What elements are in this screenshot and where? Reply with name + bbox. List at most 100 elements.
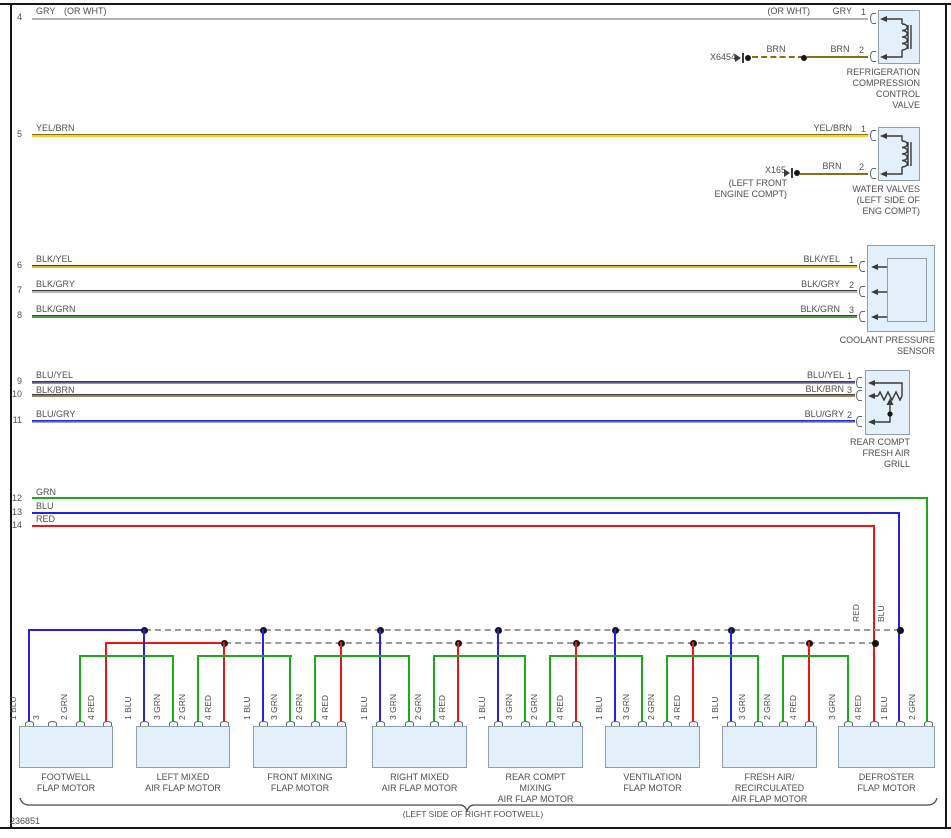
motor-box-ventilation [605,726,700,768]
motor-box-front-mixing [253,726,347,768]
component-label: ENG COMPT) [862,206,921,216]
circuit-number: 10 [11,389,22,399]
pin-connector-arc [546,721,555,726]
wire-color-label: BLK/YEL [803,254,840,264]
wire-brn [807,56,868,58]
pin-label: 1 BLU [242,696,252,720]
motor-label: RIGHT MIXED [390,772,449,782]
pin-label: 3 [31,715,41,720]
wire-blu-yel [32,381,855,384]
pin-label: 1 BLU [8,696,18,720]
bus-label-blu: BLU [876,605,886,622]
wire-gry [32,18,868,20]
wire-red-drop [692,642,694,722]
component-label: COOLANT PRESSURE [839,335,935,345]
wire-grn-drop [641,655,643,722]
wire-grn-drop [172,655,174,722]
wire-color-label: BLU [36,501,54,511]
wire-blu-drop [262,629,264,722]
frame-left [10,4,12,828]
potentiometer-icon [868,380,903,425]
motor-label: FLAP MOTOR [270,783,330,793]
pin-label: 3 GRN [737,694,747,720]
coolant-pressure-sensor-box [867,245,935,332]
pin-connector-arc [859,286,865,297]
motor-label: AIR FLAP MOTOR [497,794,574,804]
pin-number: 2 [846,410,852,420]
component-label: WATER VALVES [852,184,920,194]
wire-grn-drop [289,655,291,722]
component-label: CONTROL [875,89,920,99]
component-label: VALVE [892,100,920,110]
pin-connector-arc [859,261,865,272]
pin-connector-arc [405,721,414,726]
pin-label: 3 GRN [388,694,398,720]
wire-blu-drop [614,629,616,722]
connector-id: X6454 [709,52,736,62]
wire-red [32,525,875,527]
wire-blu-drop [730,629,732,722]
pin-connector-arc [430,721,439,726]
component-label: (LEFT SIDE OF [856,195,920,205]
motor-box-rear-compt-mixing [488,726,583,768]
motor-label: FLAP MOTOR [857,783,916,793]
wire-grn-drop [197,655,199,722]
motor-label: RECIRCULATED [734,783,805,793]
wire-grn-drop [524,655,526,722]
pin-label: 3 GRN [152,694,162,720]
pin-label: 3 GRN [504,694,514,720]
coolant-pressure-sensor-inner [887,258,927,322]
bus-label-red: RED [851,604,861,622]
connector-arrow-icon [735,54,741,62]
wire-color-label: BLK/BRN [36,385,75,395]
pin-label: 1 BLU [477,696,487,720]
wire-red-drop [340,642,342,722]
connector-id: X165 [764,165,786,175]
pin-connector-arc [727,721,736,726]
pin-label: 4 RED [788,694,798,720]
connector-location: (LEFT FRONT [728,178,787,188]
document-number: 236851 [10,816,41,826]
circuit-number: 6 [16,260,22,270]
pin-connector-arc [103,721,112,726]
wire-color-label: BLK/GRY [801,279,840,289]
frame-top [0,3,951,5]
wire-yel-brn [32,134,868,137]
pin-connector-arc [896,721,905,726]
motor-label: REAR COMPT [505,772,566,782]
junction-dot [801,55,807,61]
pin-label: 2 GRN [177,694,187,720]
pin-connector-arc [48,721,57,726]
motor-label: FRESH AIR/ [744,772,795,782]
frame-right [945,4,947,828]
connector-location: ENGINE COMPT) [714,189,787,199]
pin-connector-arc [754,721,763,726]
wire-grn-drop [757,655,759,722]
wire-blu-gry [32,420,855,423]
pin-label: 1 BLU [123,696,133,720]
pin-label: 3 GRN [269,694,279,720]
wire-grn-drop [79,655,81,722]
wire-color-label: BRN [822,161,842,171]
wire-blk-brn [32,394,855,397]
rear-fresh-air-grill-box [865,370,910,435]
pin-connector-arc [76,721,85,726]
wire-color-label: GRY [36,6,56,16]
motor-box-footwell [19,726,113,768]
pin-connector-arc [140,721,149,726]
wire-grn-link [782,655,849,657]
pin-connector-arc [805,721,814,726]
junction-dot [897,627,904,634]
pin-connector-arc [25,721,34,726]
pin-connector-arc [856,416,862,427]
pin-label: 1 BLU [879,696,889,720]
pin-label: 2 GRN [646,694,656,720]
wire-grn-link [197,655,292,657]
circuit-number: 7 [16,285,22,295]
wire-grn-link [666,655,759,657]
pin-connector-arc [611,721,620,726]
pin-connector-arc [689,721,698,726]
pin-connector-arc [870,168,876,179]
pin-connector-arc [870,13,876,24]
motor-label: FLAP MOTOR [623,783,682,793]
